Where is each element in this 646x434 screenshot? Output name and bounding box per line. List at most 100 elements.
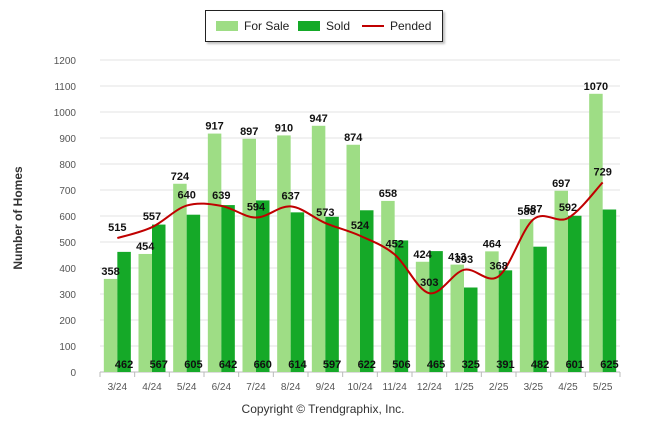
for-sale-value-label: 658 xyxy=(379,188,397,200)
legend-item-pended[interactable]: Pended xyxy=(362,19,431,33)
legend-item-sold[interactable]: Sold xyxy=(298,19,350,33)
for-sale-value-label: 724 xyxy=(171,171,190,183)
pended-value-label: 303 xyxy=(420,277,438,289)
x-tick-label: 5/24 xyxy=(177,382,197,393)
pended-line-path xyxy=(117,181,604,295)
for-sale-value-label: 910 xyxy=(275,122,293,134)
legend-label-for-sale: For Sale xyxy=(244,19,290,33)
x-tick-label: 11/24 xyxy=(383,382,408,393)
bar-sold xyxy=(360,210,374,372)
for-sale-value-label: 897 xyxy=(240,126,258,138)
y-tick-label: 800 xyxy=(59,160,76,171)
sold-value-label: 462 xyxy=(115,359,133,371)
y-axis: 0 100 200 300 400 500 600 700 800 900 1000 1100 1200 xyxy=(54,56,77,379)
x-tick-label: 5/25 xyxy=(593,382,613,393)
y-axis-title: Number of Homes xyxy=(11,166,25,270)
sold-value-label: 465 xyxy=(427,359,445,371)
y-tick-label: 1000 xyxy=(54,108,77,119)
sold-value-label: 391 xyxy=(496,359,514,371)
x-tick-label: 10/24 xyxy=(347,382,372,393)
x-tick-label: 1/25 xyxy=(454,382,474,393)
y-tick-label: 100 xyxy=(59,342,76,353)
pended-value-label: 452 xyxy=(385,238,403,250)
x-tick-label: 3/24 xyxy=(108,382,128,393)
for-sale-value-label: 917 xyxy=(205,121,223,133)
sold-value-label: 614 xyxy=(288,359,307,371)
sold-value-label: 567 xyxy=(150,359,168,371)
copyright-text: Copyright © Trendgraphix, Inc. xyxy=(241,402,405,416)
bar-sold xyxy=(568,215,582,372)
sold-value-label: 625 xyxy=(600,359,618,371)
y-tick-label: 1200 xyxy=(54,56,77,67)
pended-value-label: 368 xyxy=(489,260,507,272)
x-tick-label: 4/24 xyxy=(142,382,162,393)
for-sale-value-label: 424 xyxy=(413,249,432,261)
sold-value-label: 325 xyxy=(462,359,480,371)
sold-value-label: 642 xyxy=(219,359,237,371)
pended-value-label: 640 xyxy=(177,190,195,202)
pended-value-label: 573 xyxy=(316,207,334,219)
bar-sold xyxy=(117,251,131,372)
bar-sold xyxy=(464,287,478,372)
for-sale-value-label: 358 xyxy=(101,266,119,278)
x-tick-label: 9/24 xyxy=(316,382,336,393)
sold-value-label: 601 xyxy=(566,359,584,371)
x-tick-label: 8/24 xyxy=(281,382,301,393)
bar-for-sale xyxy=(311,125,326,372)
for-sale-value-label: 454 xyxy=(136,241,155,253)
bar-sold xyxy=(429,251,443,372)
bar-sold xyxy=(256,200,270,372)
bar-for-sale xyxy=(589,93,603,373)
bar-for-sale xyxy=(485,251,499,372)
bar-sold xyxy=(152,224,166,372)
for-sale-value-label: 1070 xyxy=(584,81,608,93)
y-tick-label: 900 xyxy=(59,134,76,145)
y-tick-label: 200 xyxy=(59,316,76,327)
pended-value-label: 637 xyxy=(281,190,299,202)
for-sale-value-label: 874 xyxy=(344,132,363,144)
bar-sold xyxy=(498,270,513,372)
sold-value-label: 597 xyxy=(323,359,341,371)
bar-for-sale xyxy=(450,264,464,372)
pended-value-label: 524 xyxy=(351,220,370,232)
bar-for-sale xyxy=(242,138,256,372)
data-labels: 358 462 515 454 567 557 724 605 640 917 642 639 897 6… xyxy=(101,81,618,371)
x-tick-label: 7/24 xyxy=(246,382,266,393)
y-tick-label: 1100 xyxy=(54,82,76,93)
bar-sold xyxy=(325,216,339,372)
pended-value-label: 557 xyxy=(143,211,161,223)
x-tick-label: 12/24 xyxy=(417,382,442,393)
sold-value-label: 506 xyxy=(392,359,410,371)
legend-label-sold: Sold xyxy=(326,19,351,33)
bar-sold xyxy=(602,209,617,372)
pended-value-label: 594 xyxy=(247,202,266,214)
pended-value-label: 587 xyxy=(524,203,542,215)
bar-sold xyxy=(394,240,409,372)
bar-for-sale xyxy=(173,183,187,372)
x-axis: 3/24 4/24 5/24 6/24 7/24 8/24 9/24 10/24 11/24 12… xyxy=(99,372,621,393)
x-tick-label: 6/24 xyxy=(212,382,232,393)
pended-value-label: 592 xyxy=(559,202,577,214)
legend-item-for-sale[interactable]: For Sale xyxy=(216,19,289,33)
bar-for-sale xyxy=(381,200,395,372)
bar-sold xyxy=(533,246,547,372)
y-tick-label: 300 xyxy=(59,290,76,301)
bar-for-sale xyxy=(103,278,118,372)
bar-sold xyxy=(186,214,201,372)
sold-swatch xyxy=(298,21,320,31)
pended-line xyxy=(117,181,604,295)
for-sale-value-label: 413 xyxy=(448,252,466,264)
sold-value-label: 660 xyxy=(254,359,272,371)
bar-sold xyxy=(290,212,305,372)
bar-for-sale xyxy=(346,144,360,372)
bar-for-sale xyxy=(554,190,568,372)
x-tick-label: 3/25 xyxy=(524,382,544,393)
bar-for-sale xyxy=(415,261,430,372)
pended-value-label: 729 xyxy=(593,166,611,178)
y-tick-label: 700 xyxy=(59,186,76,197)
sold-value-label: 482 xyxy=(531,359,549,371)
for-sale-value-label: 947 xyxy=(309,113,327,125)
pended-value-label: 639 xyxy=(212,190,230,202)
pended-swatch xyxy=(362,25,384,27)
